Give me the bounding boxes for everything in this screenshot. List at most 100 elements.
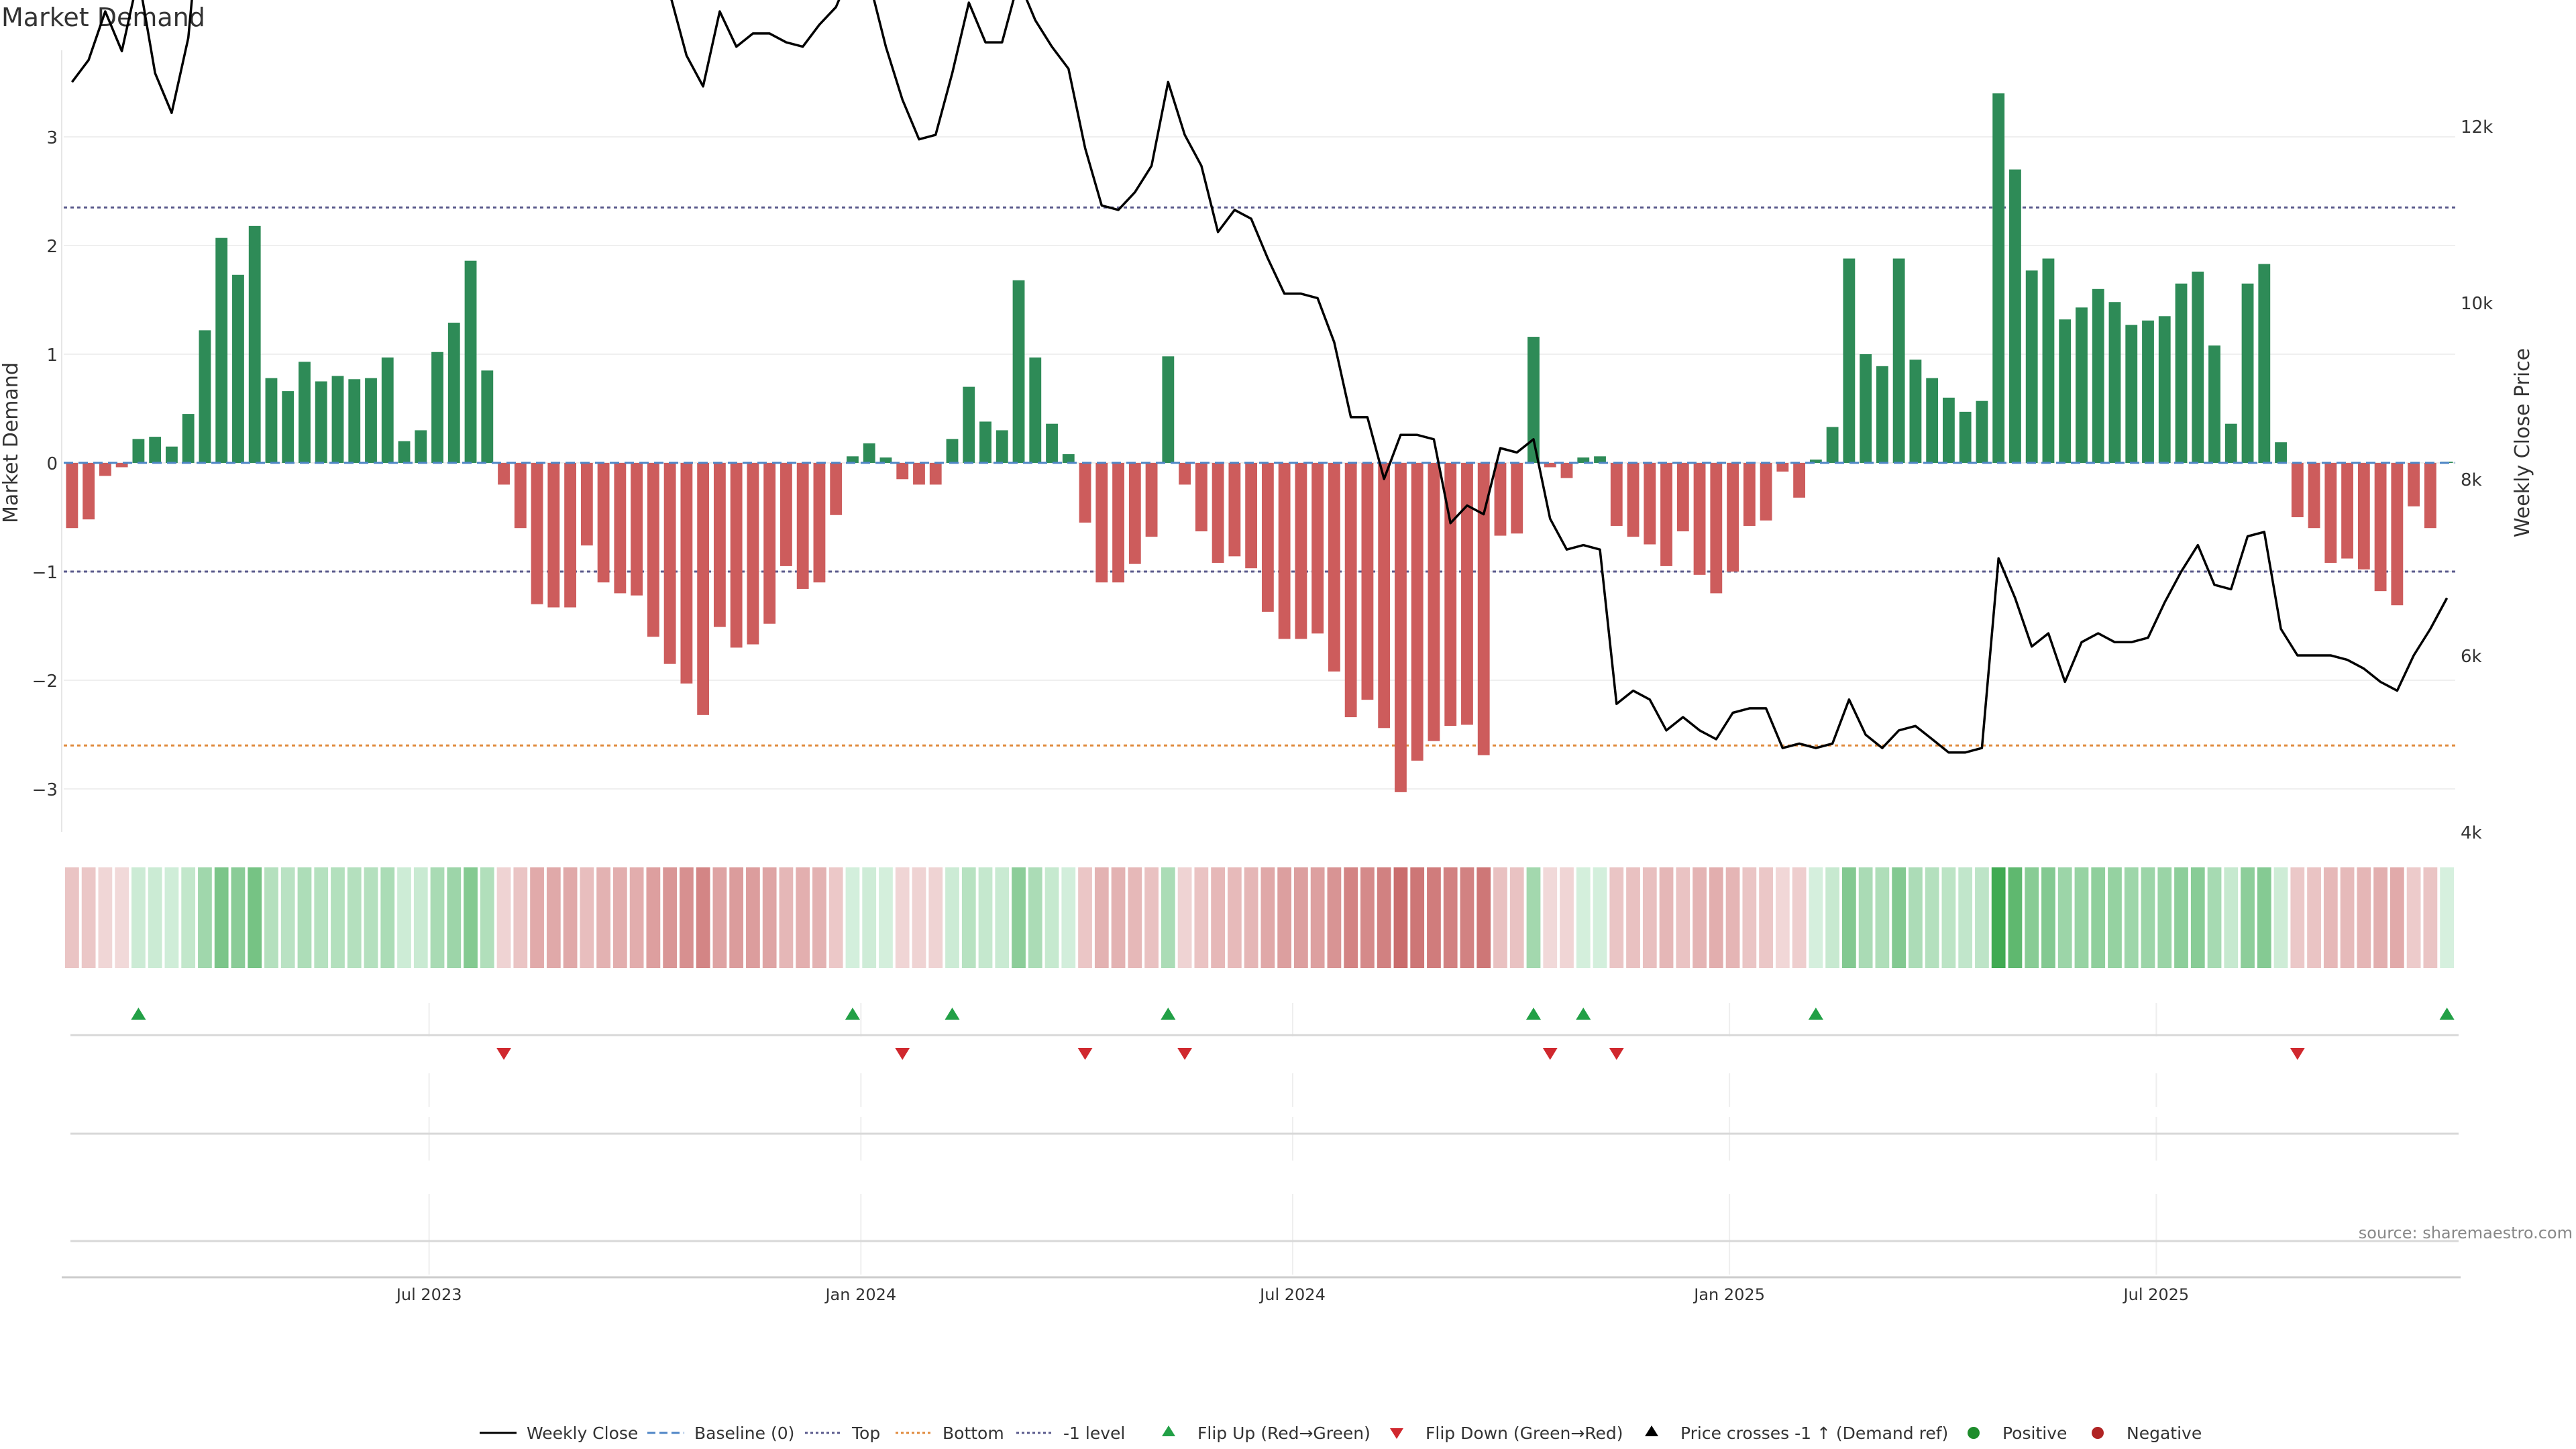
heat-cell <box>895 867 910 968</box>
demand-bar <box>115 463 128 468</box>
demand-bar <box>1511 463 1523 534</box>
heat-cell <box>1792 867 1807 968</box>
heat-cell <box>2390 867 2404 968</box>
demand-bar <box>2042 258 2055 463</box>
demand-bar <box>680 463 693 684</box>
heat-cell <box>1875 867 1890 968</box>
demand-bar <box>282 391 294 463</box>
heat-cell <box>115 867 129 968</box>
demand-bar <box>2208 345 2220 463</box>
demand-bar <box>2424 463 2436 529</box>
demand-bar <box>1527 337 1540 463</box>
heat-cell <box>513 867 528 968</box>
flip-up-marker <box>945 1008 960 1020</box>
demand-bar <box>1411 463 1424 761</box>
demand-bar <box>1876 366 1888 463</box>
demand-bar <box>597 463 610 583</box>
heat-cell <box>1161 867 1175 968</box>
heat-cell <box>796 867 810 968</box>
demand-heat-strip <box>65 867 2454 968</box>
demand-bar <box>2158 316 2171 463</box>
demand-bar <box>1128 463 1141 564</box>
heat-cell <box>945 867 959 968</box>
x-tick-label: Jul 2025 <box>2123 1285 2190 1304</box>
heat-cell <box>248 867 262 968</box>
heat-cell <box>2340 867 2355 968</box>
demand-bar <box>199 330 211 463</box>
flip-down-marker <box>1609 1048 1624 1060</box>
heat-cell <box>2041 867 2055 968</box>
heat-cell <box>2057 867 2072 968</box>
legend-swatch <box>1162 1426 1175 1436</box>
heat-cell <box>1211 867 1225 968</box>
demand-bar <box>2025 270 2038 463</box>
demand-bar <box>564 463 576 608</box>
heat-cell <box>480 867 494 968</box>
flip-down-marker <box>496 1048 512 1060</box>
heat-cell <box>1609 867 1624 968</box>
y-right-tick-label: 12k <box>2461 117 2493 138</box>
flip-up-marker <box>1576 1008 1591 1020</box>
demand-bar <box>2125 325 2138 463</box>
heat-cell <box>2273 867 2288 968</box>
demand-bar <box>2092 288 2104 463</box>
demand-bar <box>1428 463 1440 741</box>
heat-cell <box>364 867 378 968</box>
heat-cell <box>2108 867 2122 968</box>
heat-cell <box>2323 867 2338 968</box>
demand-bar <box>1760 463 1772 521</box>
demand-bar <box>398 441 411 463</box>
heat-cell <box>1526 867 1541 968</box>
heat-cell <box>961 867 976 968</box>
heat-cell <box>1194 867 1209 968</box>
demand-bar <box>1295 463 1307 639</box>
heat-cell <box>2174 867 2188 968</box>
heat-cell <box>1410 867 1425 968</box>
demand-bar <box>1860 354 1872 463</box>
heat-cell <box>1078 867 1092 968</box>
demand-bar <box>879 457 892 463</box>
heat-cell <box>1892 867 1907 968</box>
flip-up-marker <box>2439 1008 2455 1020</box>
heat-cell <box>712 867 727 968</box>
heat-cell <box>2373 867 2387 968</box>
heat-cell <box>1958 867 1973 968</box>
demand-bar <box>1793 463 1806 498</box>
demand-bar <box>1909 360 1922 463</box>
legend-label: Positive <box>2002 1424 2067 1443</box>
flip-down-marker <box>2290 1048 2305 1060</box>
demand-bar <box>1494 463 1507 536</box>
demand-bar <box>1395 463 1407 792</box>
demand-bar <box>2175 283 2188 463</box>
heat-cell <box>2423 867 2438 968</box>
heat-cell <box>629 867 644 968</box>
heat-cell <box>447 867 462 968</box>
demand-bar <box>265 378 278 463</box>
flip-up-marker <box>1161 1008 1176 1020</box>
heat-cell <box>1775 867 1790 968</box>
demand-bar <box>149 437 162 463</box>
heat-cell <box>1294 867 1308 968</box>
demand-bar <box>996 430 1008 463</box>
demand-bar <box>830 463 843 515</box>
demand-bar <box>531 463 543 604</box>
legend-label: Price crosses -1 ↑ (Demand ref) <box>1680 1424 1948 1443</box>
heat-cell <box>131 867 146 968</box>
heat-cell <box>148 867 162 968</box>
demand-bar <box>498 463 510 485</box>
heat-cell <box>680 867 694 968</box>
heat-cell <box>879 867 893 968</box>
weekly-close-line <box>71 0 2449 754</box>
heat-cell <box>198 867 212 968</box>
heat-cell <box>280 867 295 968</box>
heat-cell <box>563 867 578 968</box>
legend-label: Baseline (0) <box>694 1424 794 1443</box>
demand-bar <box>913 463 925 485</box>
demand-bar <box>1278 463 1291 639</box>
heat-cell <box>464 867 478 968</box>
heat-cell <box>862 867 877 968</box>
heat-cell <box>81 867 96 968</box>
demand-bar <box>2241 283 2254 463</box>
demand-bar <box>2291 463 2304 517</box>
x-tick-label: Jan 2024 <box>824 1285 896 1304</box>
